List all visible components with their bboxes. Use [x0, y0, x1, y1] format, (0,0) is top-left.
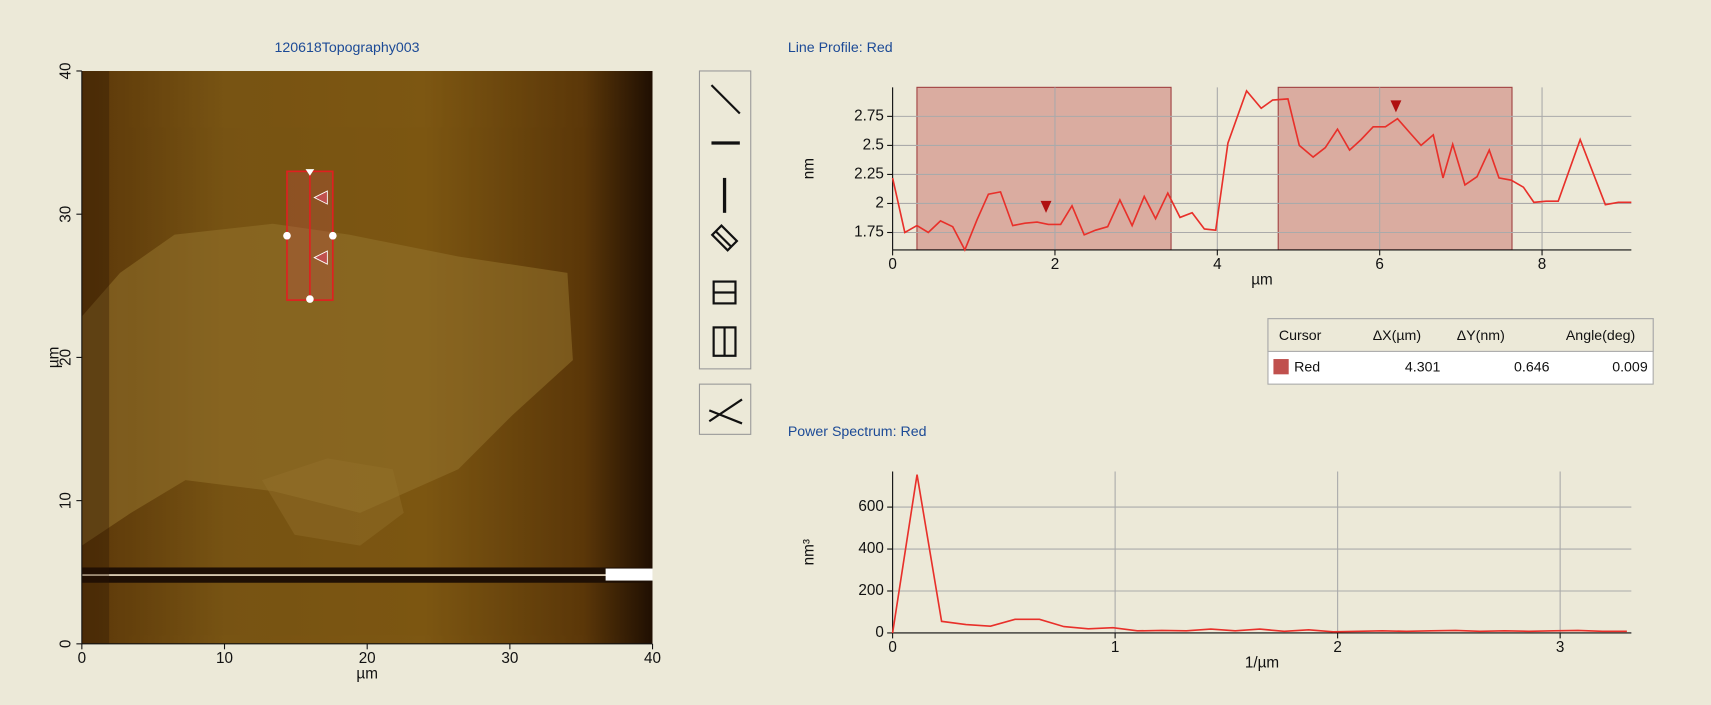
y-tick-label: 600	[858, 498, 883, 515]
afm-image	[82, 71, 653, 644]
chart-title: 120618Topography003	[275, 40, 420, 56]
table-cell: 0.009	[1612, 360, 1648, 376]
table-header: Cursor	[1279, 328, 1322, 344]
x-tick-label: 3	[1556, 639, 1565, 656]
table-header: ΔY(nm)	[1457, 328, 1505, 344]
y-tick-label: 2.75	[854, 107, 884, 124]
x-axis-label: 1/µm	[1245, 655, 1279, 672]
x-tick-label: 30	[501, 650, 518, 667]
table-header: Angle(deg)	[1566, 328, 1635, 344]
x-tick-label: 8	[1538, 256, 1546, 273]
data-line	[893, 475, 1627, 633]
y-tick-label: 400	[858, 540, 883, 557]
x-tick-label: 0	[78, 650, 87, 667]
cursor-region	[1278, 87, 1512, 250]
x-tick-label: 4	[1213, 256, 1222, 273]
y-axis-label: µm	[46, 347, 63, 369]
chart-title: Power Spectrum: Red	[788, 424, 927, 440]
y-tick-label: 10	[58, 492, 75, 509]
y-axis-label: nm	[801, 158, 818, 179]
y-axis-label: nm³	[801, 539, 818, 565]
screen: Cursor ΔX(µm) ΔY(nm) Angle(deg) Red 4.30…	[0, 0, 1711, 705]
y-tick-label: 2	[875, 195, 884, 212]
x-tick-label: 10	[216, 650, 233, 667]
tool-palette	[699, 71, 750, 434]
x-tick-label: 2	[1333, 639, 1342, 656]
y-tick-label: 200	[858, 582, 883, 599]
table-cell: Red	[1294, 360, 1320, 376]
y-tick-label: 40	[58, 62, 75, 79]
y-tick-label: 0	[58, 640, 75, 648]
x-tick-label: 40	[644, 650, 661, 667]
y-tick-label: 30	[58, 206, 75, 223]
table-header: ΔX(µm)	[1373, 328, 1421, 344]
x-tick-label: 0	[888, 639, 897, 656]
y-tick-label: 2.25	[854, 165, 884, 182]
x-tick-label: 2	[1051, 256, 1060, 273]
cursor-table: Cursor ΔX(µm) ΔY(nm) Angle(deg) Red 4.30…	[1268, 319, 1653, 384]
y-tick-label: 0	[875, 624, 884, 641]
x-tick-label: 0	[888, 256, 897, 273]
y-tick-label: 1.75	[854, 224, 884, 241]
table-cell: 4.301	[1405, 360, 1441, 376]
chart-title: Line Profile: Red	[788, 40, 893, 56]
page: {"chart_data": [ {"type": "image", "titl…	[0, 0, 1711, 705]
x-axis-label: µm	[356, 665, 378, 682]
color-swatch	[1273, 359, 1288, 374]
x-tick-label: 1	[1111, 639, 1120, 656]
x-tick-label: 6	[1375, 256, 1384, 273]
x-axis-label: µm	[1251, 272, 1273, 289]
y-tick-label: 2.5	[863, 136, 884, 153]
table-cell: 0.646	[1514, 360, 1550, 376]
selection-box[interactable]	[283, 169, 336, 303]
